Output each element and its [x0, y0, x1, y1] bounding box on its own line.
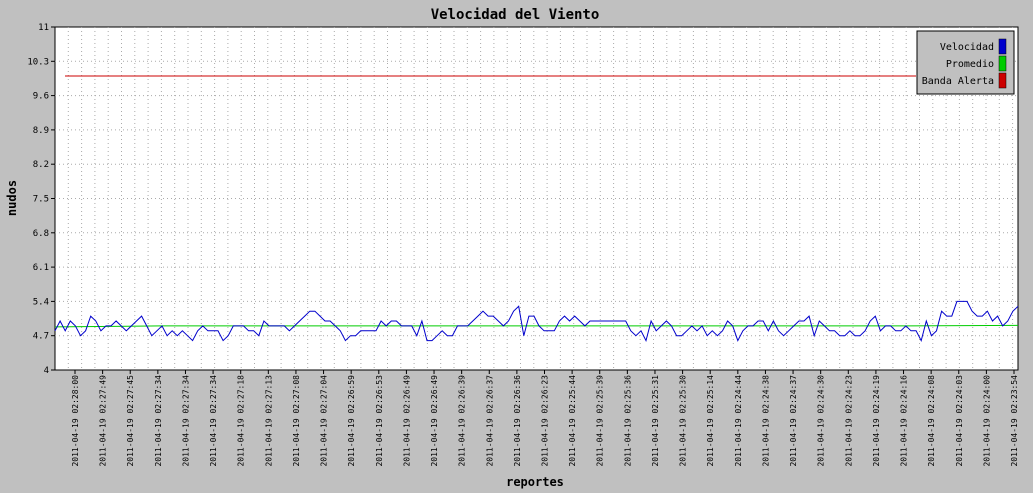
x-tick-label: 2011-04-19 02:24:37	[789, 375, 798, 467]
x-tick-label: 2011-04-19 02:25:30	[679, 375, 688, 467]
legend-label-promedio: Promedio	[946, 59, 994, 70]
x-tick-label: 2011-04-19 02:27:18	[237, 375, 246, 467]
legend-box	[916, 30, 1015, 95]
y-tick-label: 8.2	[33, 160, 49, 170]
y-tick-label: 4.7	[33, 332, 49, 342]
x-tick-label: 2011-04-19 02:27:34	[154, 375, 163, 467]
x-tick-label: 2011-04-19 02:27:45	[126, 375, 135, 467]
x-tick-label: 2011-04-19 02:24:19	[872, 375, 881, 467]
x-axis-label: reportes	[506, 475, 564, 489]
x-tick-label: 2011-04-19 02:24:08	[927, 375, 936, 467]
y-axis-label: nudos	[5, 180, 19, 216]
x-tick-label: 2011-04-19 02:26:49	[430, 375, 439, 467]
series-line-velocidad	[54, 300, 1019, 342]
chart-title: Velocidad del Viento	[431, 7, 600, 23]
x-tick-label: 2011-04-19 02:25:39	[596, 375, 605, 467]
x-tick-label: 2011-04-19 02:24:00	[982, 375, 991, 467]
y-tick-label: 6.8	[33, 229, 49, 239]
y-tick-label: 5.4	[33, 297, 49, 307]
y-tick-label: 7.5	[33, 195, 49, 205]
x-tick-label: 2011-04-19 02:24:44	[734, 375, 743, 467]
y-tick-label: 10.3	[27, 57, 49, 67]
x-tick-label: 2011-04-19 02:28:00	[71, 375, 80, 467]
y-tick-label: 11	[38, 23, 49, 33]
x-tick-label: 2011-04-19 02:25:31	[651, 375, 660, 467]
x-tick-label: 2011-04-19 02:27:34	[209, 375, 218, 467]
x-tick-label: 2011-04-19 02:26:39	[458, 375, 467, 467]
legend-swatch-banda-alerta	[998, 72, 1007, 89]
x-tick-label: 2011-04-19 02:25:44	[568, 375, 577, 467]
x-tick-label: 2011-04-19 02:26:59	[347, 375, 356, 467]
y-tick-label: 4	[44, 366, 49, 376]
legend-label-velocidad: Velocidad	[940, 42, 994, 53]
x-tick-label: 2011-04-19 02:27:04	[320, 375, 329, 467]
x-tick-label: 2011-04-19 02:26:36	[513, 375, 522, 467]
x-tick-label: 2011-04-19 02:26:49	[402, 375, 411, 467]
x-tick-label: 2011-04-19 02:26:23	[541, 375, 550, 467]
grid	[55, 27, 1018, 370]
x-tick-label: 2011-04-19 02:27:34	[181, 375, 190, 467]
x-tick-label: 2011-04-19 02:23:54	[1010, 375, 1019, 467]
y-axis-ticks: 4 4.7 5.4 6.1 6.8 7.5 8.2 8.9 9.6 10.3 11	[27, 23, 55, 376]
y-tick-label: 9.6	[33, 92, 49, 102]
x-tick-label: 2011-04-19 02:24:30	[817, 375, 826, 467]
legend-swatch-promedio	[998, 55, 1007, 72]
y-tick-label: 8.9	[33, 126, 49, 136]
x-tick-label: 2011-04-19 02:26:37	[485, 375, 494, 467]
series-line-promedio	[54, 324, 1019, 328]
x-tick-label: 2011-04-19 02:27:13	[264, 375, 273, 467]
x-axis-ticks: 2011-04-19 02:28:00 2011-04-19 02:27:49 20…	[71, 370, 1019, 467]
x-tick-label: 2011-04-19 02:26:53	[375, 375, 384, 467]
legend-label-banda-alerta: Banda Alerta	[922, 76, 994, 87]
x-tick-label: 2011-04-19 02:27:08	[292, 375, 301, 467]
x-tick-label: 2011-04-19 02:27:49	[99, 375, 108, 467]
x-tick-label: 2011-04-19 02:24:16	[900, 375, 909, 467]
legend-swatch-velocidad	[998, 38, 1007, 55]
x-tick-label: 2011-04-19 02:24:23	[844, 375, 853, 467]
x-tick-label: 2011-04-19 02:24:38	[761, 375, 770, 467]
x-tick-label: 2011-04-19 02:25:14	[706, 375, 715, 467]
x-tick-label: 2011-04-19 02:25:36	[623, 375, 632, 467]
series-lines	[54, 75, 1019, 342]
x-tick-label: 2011-04-19 02:24:03	[955, 375, 964, 467]
legend: Velocidad Promedio Banda Alerta	[916, 30, 1015, 95]
y-tick-label: 6.1	[33, 263, 49, 273]
